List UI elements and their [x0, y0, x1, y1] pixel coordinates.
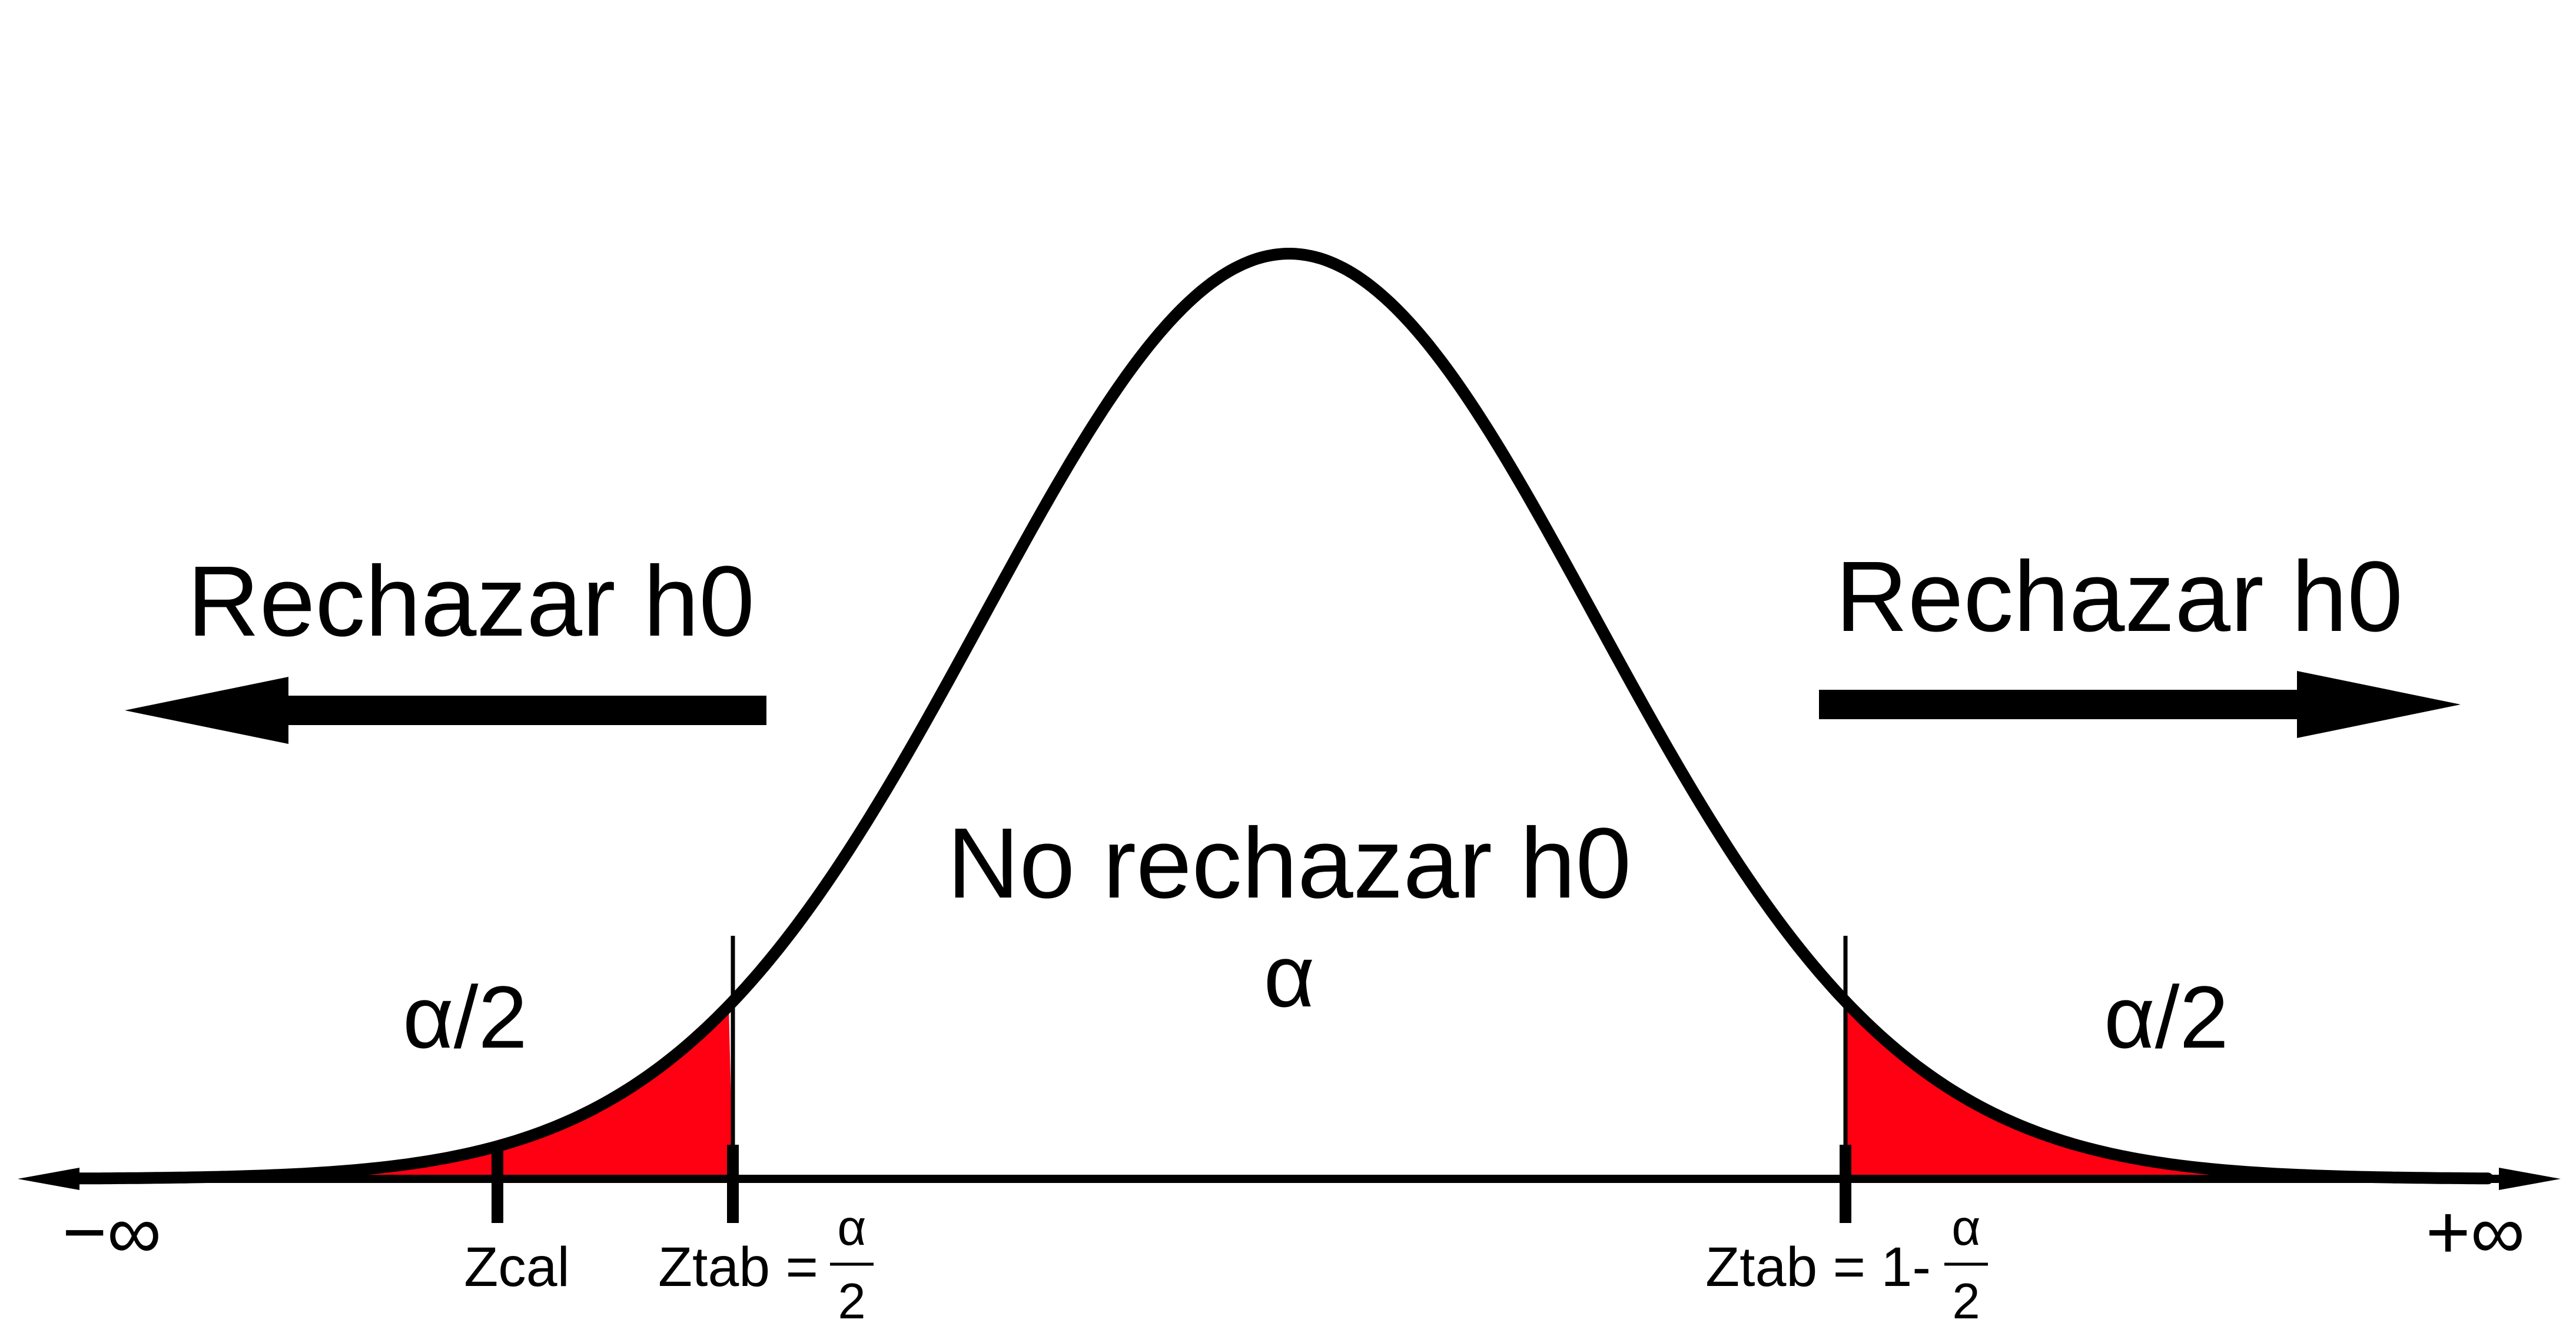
right-arrow-shaft	[1819, 690, 2303, 719]
center-accept-label: No rechazar h0	[947, 807, 1631, 919]
right-tail-area-label: α/2	[2104, 968, 2229, 1066]
left-arrow-shaft	[283, 696, 766, 725]
x-axis-left-arrowhead	[18, 1168, 79, 1190]
left-reject-label: Rechazar h0	[187, 546, 755, 657]
ztab-left-formula: Ztab = α 2	[658, 1200, 874, 1330]
ztab-right-prefix: Ztab = 1-	[1705, 1236, 1931, 1298]
ztab-left-prefix: Ztab =	[658, 1236, 818, 1298]
zcal-label: Zcal	[464, 1236, 569, 1298]
left-tail-area-label: α/2	[403, 968, 527, 1066]
plus-infinity-label: +∞	[2426, 1189, 2525, 1275]
ztab-left-numerator: α	[837, 1200, 866, 1256]
right-rejection-area	[1845, 1001, 2302, 1179]
ztab-right-denominator: 2	[1952, 1274, 1980, 1330]
ztab-right-numerator: α	[1951, 1200, 1980, 1256]
left-arrow-head	[125, 677, 288, 744]
ztab-left-denominator: 2	[838, 1274, 865, 1330]
right-arrow-head	[2297, 671, 2461, 738]
right-reject-label: Rechazar h0	[1835, 541, 2403, 653]
minus-infinity-label: −∞	[62, 1189, 162, 1275]
ztab-right-formula: Ztab = 1- α 2	[1705, 1200, 1988, 1330]
normal-curve	[71, 248, 2494, 1185]
center-alpha-label: α	[1264, 926, 1315, 1025]
x-axis-right-arrowhead	[2499, 1168, 2561, 1190]
left-rejection-area	[277, 1005, 733, 1179]
